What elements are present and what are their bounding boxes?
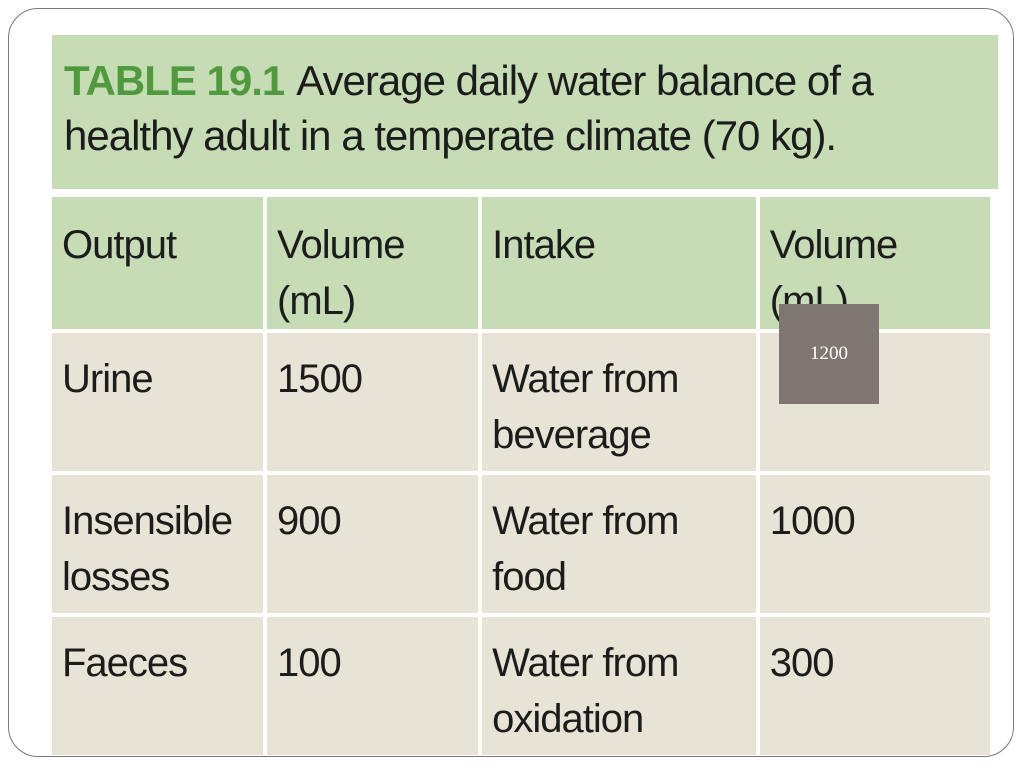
table-row: Insensible losses 900 Water from food 10…: [52, 475, 990, 613]
cell-intake: Water from beverage: [482, 333, 756, 471]
cell-intake-volume: 1000: [759, 475, 990, 613]
cell-intake-volume: 300: [759, 617, 990, 755]
cell-output: Faeces: [52, 617, 264, 755]
table-title: Average daily water balance of a healthy…: [64, 57, 874, 159]
cell-output-volume: 1500: [267, 333, 479, 471]
cell-intake: Water from food: [482, 475, 756, 613]
header-intake: Intake: [482, 197, 756, 329]
table-row: Faeces 100 Water from oxidation 300: [52, 617, 990, 755]
value-overlay-box: 1200: [779, 304, 879, 404]
cell-output: Insensible losses: [52, 475, 264, 613]
table-number: TABLE 19.1: [64, 57, 285, 104]
data-table: Output Volume (mL) Intake Volume (mL) Ur…: [48, 193, 994, 759]
table-caption: TABLE 19.1 Average daily water balance of…: [52, 35, 998, 189]
header-output: Output: [52, 197, 264, 329]
cell-output-volume: 900: [267, 475, 479, 613]
table-row: Urine 1500 Water from beverage: [52, 333, 990, 471]
cell-output: Urine: [52, 333, 264, 471]
header-output-volume: Volume (mL): [267, 197, 479, 329]
water-balance-table: TABLE 19.1 Average daily water balance of…: [52, 35, 1000, 755]
cell-intake: Water from oxidation: [482, 617, 756, 755]
cell-output-volume: 100: [267, 617, 479, 755]
